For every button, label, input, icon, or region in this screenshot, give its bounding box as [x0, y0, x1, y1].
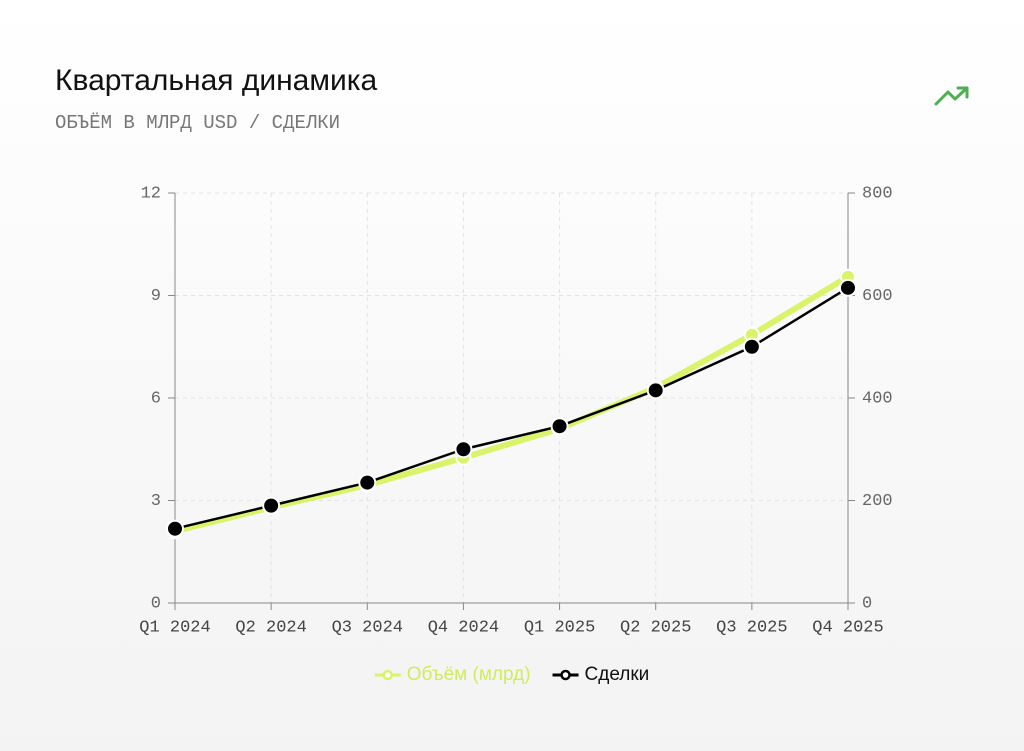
point	[358, 473, 377, 492]
y2-tick-label: 400	[862, 389, 893, 408]
y2-tick-label: 800	[862, 184, 893, 203]
y-tick-label: 3	[151, 492, 161, 511]
chart-title: Квартальная динамика	[55, 64, 378, 97]
y-tick-label: 6	[151, 389, 161, 408]
y-tick-label: 0	[151, 594, 161, 613]
point	[742, 337, 761, 356]
trend-icon	[934, 86, 969, 106]
x-tick-label: Q4 2025	[812, 618, 883, 637]
chart-subtitle: ОБЪЁМ В МЛРД USD / СДЕЛКИ	[55, 112, 340, 134]
point	[839, 278, 857, 297]
legend-item: Объём (млрд)	[374, 664, 531, 685]
legend-marker	[382, 669, 393, 681]
y2-tick-label: 0	[862, 594, 872, 613]
y-tick-label: 9	[151, 287, 161, 306]
point	[262, 496, 281, 515]
y-tick-label: 12	[141, 184, 161, 203]
x-tick-label: Q4 2024	[428, 618, 499, 637]
x-tick-label: Q1 2024	[139, 618, 210, 637]
point	[454, 440, 473, 459]
y2-tick-label: 600	[862, 287, 893, 306]
x-tick-label: Q2 2025	[620, 618, 691, 637]
point	[550, 417, 569, 436]
legend-marker	[560, 669, 571, 681]
point	[646, 381, 665, 400]
x-tick-label: Q1 2025	[524, 618, 595, 637]
x-tick-label: Q3 2025	[716, 618, 787, 637]
y2-tick-label: 200	[862, 492, 893, 511]
series-line	[174, 286, 849, 530]
x-tick-label: Q2 2024	[235, 618, 306, 637]
x-tick-label: Q3 2024	[332, 618, 403, 637]
legend-label: Объём (млрд)	[407, 664, 531, 685]
series-line	[174, 274, 850, 535]
legend-item: Сделки	[552, 664, 650, 685]
legend-label: Сделки	[585, 664, 650, 685]
point	[166, 519, 184, 538]
